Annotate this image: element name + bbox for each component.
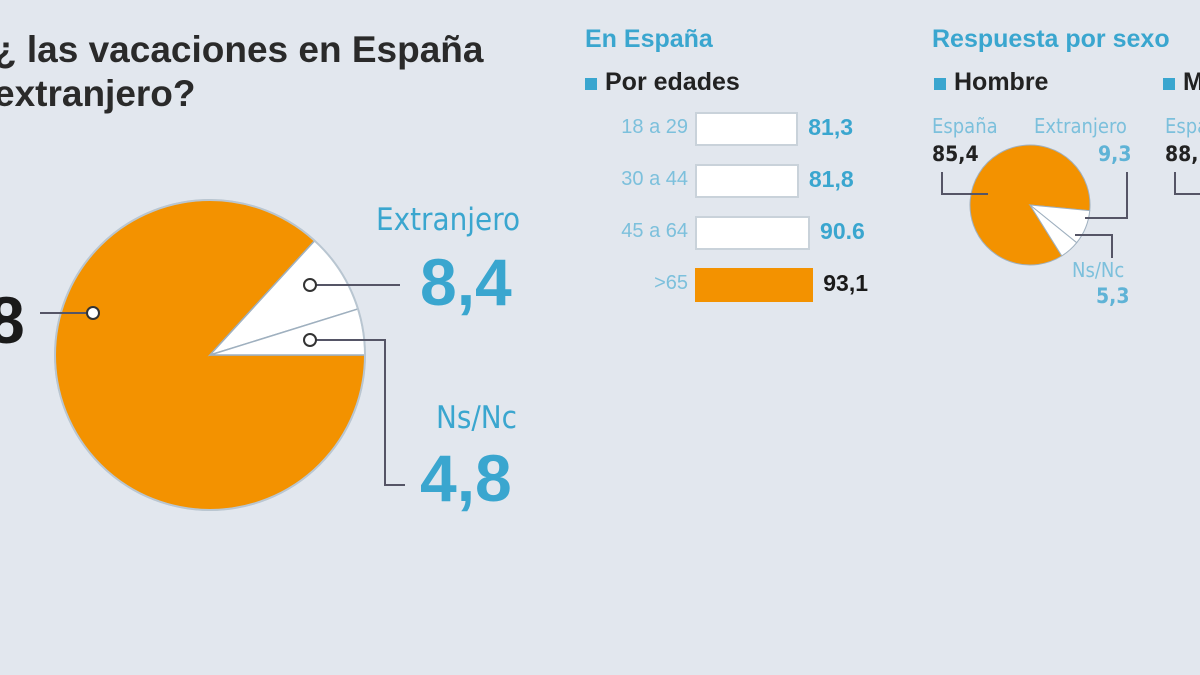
age-value: 90.6 (820, 218, 865, 244)
legend-square-icon (934, 78, 946, 90)
pie-outline (54, 199, 366, 511)
pie-slice-nsnc (1029, 204, 1078, 257)
hombre-nsnc-leader (1075, 234, 1113, 258)
extranjero-label: Extranjero (376, 202, 521, 238)
hombre-label: Hombre (954, 68, 1049, 96)
hombre-extranjero-value: 9,3 (1098, 142, 1132, 166)
age-label: 18 a 29 (621, 116, 688, 138)
nsnc-leader-line (310, 339, 405, 486)
age-label: 30 a 44 (621, 168, 688, 190)
age-heading: En España (585, 25, 713, 53)
mujer-label: Mujer (1183, 68, 1200, 96)
extranjero-marker (303, 278, 317, 292)
nsnc-marker (303, 333, 317, 347)
hombre-spain-label: España (932, 114, 998, 138)
age-label: 45 a 64 (621, 220, 688, 242)
hombre-spain-value: 85,4 (932, 142, 979, 166)
hombre-legend: Hombre (934, 68, 1048, 97)
mujer-spain-leader (1174, 172, 1200, 195)
age-bar (695, 268, 814, 302)
nsnc-label: Ns/Nc (436, 400, 517, 436)
age-value: 93,1 (823, 270, 868, 296)
mujer-legend: Mujer (1163, 68, 1200, 97)
spain-marker (86, 306, 100, 320)
legend-square-icon (585, 78, 597, 90)
sex-heading: Respuesta por sexo (932, 25, 1170, 53)
age-value: 81,3 (808, 114, 854, 140)
age-bar (695, 164, 799, 198)
age-label: >65 (654, 272, 688, 294)
title-line-1: ¿ las vacaciones en España (0, 29, 484, 70)
hombre-nsnc-label: Ns/Nc (1072, 258, 1125, 282)
age-subheading: Por edades (585, 68, 740, 97)
mujer-spain-value: 88, (1165, 142, 1199, 166)
legend-square-icon (1163, 78, 1175, 90)
hombre-spain-leader (941, 172, 988, 195)
age-bar (695, 216, 811, 250)
mujer-spain-label: España (1165, 114, 1200, 138)
nsnc-value: 4,8 (420, 441, 512, 515)
title-line-2: extranjero? (0, 73, 196, 114)
extranjero-value: 8,4 (420, 245, 512, 319)
hombre-nsnc-value: 5,3 (1096, 284, 1130, 308)
age-value: 81,8 (808, 166, 854, 192)
spain-value: 8 (0, 283, 25, 357)
hombre-extranjero-leader (1085, 172, 1128, 219)
chart-title: ¿ las vacaciones en España extranjero? (0, 28, 483, 116)
age-bar (695, 112, 799, 146)
hombre-extranjero-label: Extranjero (1034, 114, 1127, 138)
age-subheading-text: Por edades (605, 68, 740, 96)
